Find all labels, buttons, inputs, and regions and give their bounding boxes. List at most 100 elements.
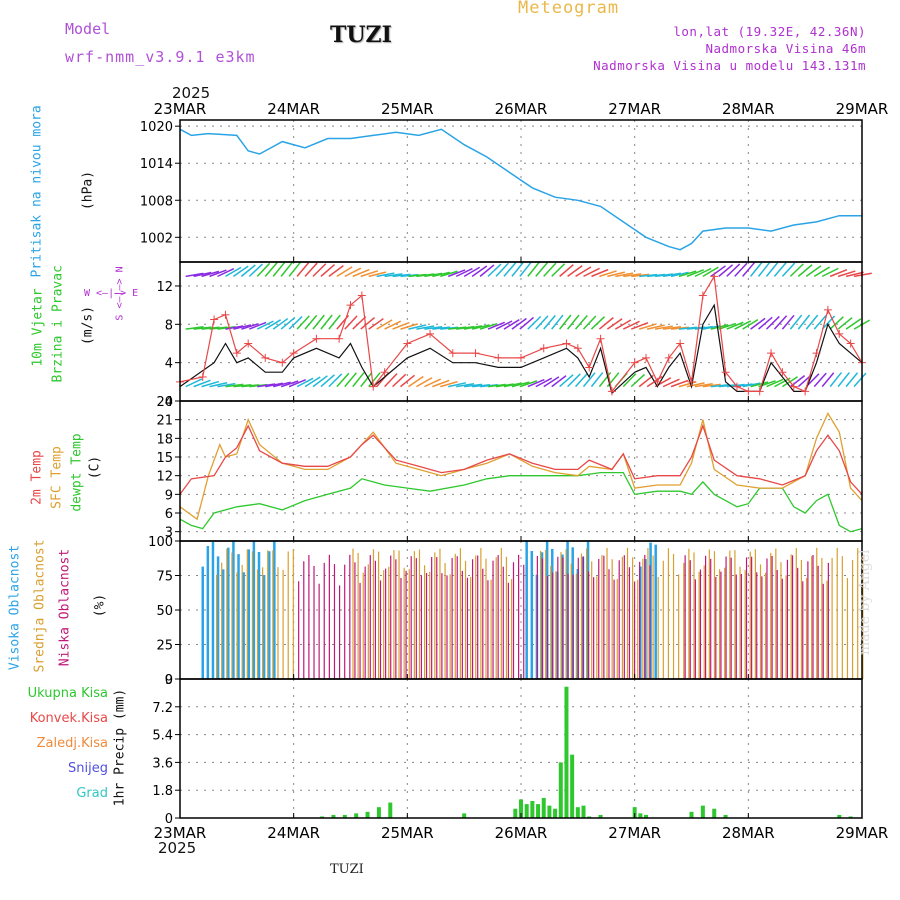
ytick-label-cloud: 25 (156, 639, 173, 654)
wind-arrow (328, 373, 343, 388)
wind-arrow (583, 267, 600, 278)
wind-arrow (185, 378, 203, 388)
legend-snow: Snijeg (68, 761, 108, 776)
wind-speed-point (664, 353, 673, 362)
wind-arrow (503, 262, 517, 277)
precip-bar (365, 811, 370, 818)
wind-arrow (574, 314, 588, 330)
ytick-label-wind: 0 (165, 395, 173, 410)
wind-arrow (288, 378, 307, 388)
wind-arrow (845, 318, 862, 330)
ytick-label-precip: 1.8 (152, 784, 173, 799)
wind-arrow (599, 270, 617, 278)
wind-speed-point (846, 339, 855, 348)
wind-speed-point (517, 353, 525, 362)
wind-arrow (718, 264, 734, 277)
watermark: made by Angel (857, 549, 873, 656)
wind-arrow (789, 314, 803, 330)
wind-speed-point (232, 349, 241, 358)
wind-compass-h: W <—|—> E (84, 288, 139, 299)
wind-speed-point (812, 349, 821, 358)
wind-arrow (726, 263, 741, 277)
wind-arrow (232, 265, 249, 277)
model-label: Model (65, 20, 111, 38)
wind-arrow (647, 324, 665, 330)
wind-arrow (408, 375, 424, 388)
legend-conv: Konvek.Kisa (29, 711, 108, 726)
precip-bar (513, 808, 518, 818)
wind-arrow (805, 314, 819, 330)
wind-arrow (288, 261, 301, 277)
wind-speed-point (244, 339, 253, 348)
wind-arrow (527, 315, 542, 330)
wind-arrow (607, 271, 626, 278)
date-label-top: 25MAR (381, 100, 434, 118)
wind-arrow (615, 272, 634, 278)
precip-bar (354, 813, 359, 818)
wind-arrow (694, 267, 712, 278)
ytick-label-precip: 5.4 (152, 729, 173, 744)
wind-speed-point (801, 387, 810, 396)
elevation-text: Nadmorska Visina 46m (705, 41, 866, 56)
wind-arrow (201, 380, 220, 388)
wind-arrow (424, 272, 443, 278)
wind-arrow (193, 379, 211, 388)
wind-speed-point (335, 334, 344, 343)
wind-arrow (320, 374, 335, 388)
wind-arrow (511, 261, 524, 277)
wind-arrow (336, 266, 353, 278)
wind-arrow (551, 263, 566, 277)
wind-arrow (360, 270, 379, 278)
wind-arrow (296, 315, 310, 330)
wind-arrow (742, 382, 761, 388)
wind-speed-point (744, 387, 753, 396)
wind-arrow (288, 316, 303, 330)
precip-bar (723, 814, 728, 818)
date-label-bottom: 24MAR (267, 824, 320, 842)
wind-arrow (742, 262, 755, 277)
precip-bar (558, 762, 563, 818)
wind-arrow (598, 317, 614, 330)
wind-arrow (559, 264, 574, 277)
wind-arrow (344, 315, 358, 330)
precip-bar (700, 805, 705, 818)
wind-speed-point (221, 310, 230, 319)
wind-arrow (773, 262, 787, 277)
wind-speed-point (312, 334, 321, 343)
wind-arrow (813, 266, 831, 278)
wind-speed-point (448, 349, 457, 358)
precip-bar (689, 811, 694, 818)
wind-arrow (622, 373, 637, 388)
wind-arrow (185, 325, 204, 330)
wind-arrow (185, 272, 204, 278)
ytick-label-pressure: 1008 (140, 194, 173, 209)
wind-speed-point (426, 329, 435, 338)
wind-arrow (527, 378, 545, 388)
wind-arrow (710, 265, 726, 277)
wind-arrow (543, 376, 560, 388)
wind-arrow (328, 314, 341, 330)
wind-arrow (368, 271, 387, 278)
panel-frame-wind (179, 261, 863, 402)
ytick-label-temp: 9 (165, 488, 173, 503)
wind-arrow (296, 262, 310, 277)
wind-speed-point (261, 353, 270, 362)
date-label-bottom: 28MAR (722, 824, 775, 842)
wind-arrow (440, 380, 458, 388)
wind-arrow (559, 374, 574, 388)
wind-arrow (456, 325, 475, 330)
wind-arrow (296, 377, 314, 388)
wind-arrow (527, 261, 540, 277)
wind-arrow (233, 383, 252, 388)
wind-speed-point (710, 272, 719, 281)
wind-arrow (312, 375, 328, 388)
wind-arrow (256, 320, 274, 330)
wind-arrow (551, 375, 567, 388)
precip-bar (462, 813, 467, 818)
wind-arrow (416, 325, 435, 330)
date-label-bottom: 26MAR (495, 824, 548, 842)
wind-arrow (328, 265, 344, 277)
wind-speed-point (278, 358, 287, 367)
wind-arrow (225, 325, 244, 330)
